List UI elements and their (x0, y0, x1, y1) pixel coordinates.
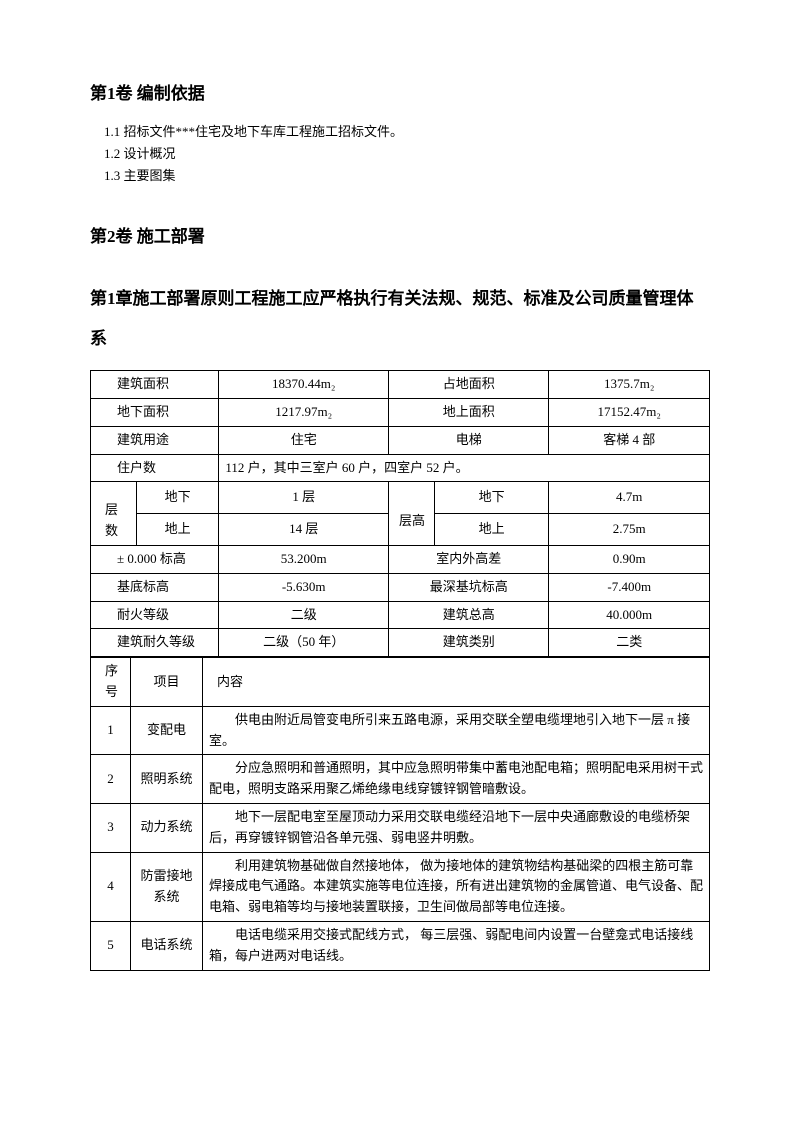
cell-label: 地上 (136, 514, 219, 546)
cell-value: -7.400m (549, 573, 710, 601)
cell-label: 层数 (91, 482, 137, 546)
cell-label: 地上 (434, 514, 549, 546)
cell-value: 客梯 4 部 (549, 426, 710, 454)
cell-label: 电梯 (389, 426, 549, 454)
cell-label: 室内外高差 (389, 546, 549, 574)
cell-item: 变配电 (131, 706, 203, 755)
cell-item: 动力系统 (131, 804, 203, 853)
volume2-title: 第2卷 施工部署 (90, 223, 710, 250)
list-item: 1.2 设计概况 (104, 143, 710, 165)
cell-seq: 4 (91, 852, 131, 921)
cell-label: 层高 (389, 482, 435, 546)
cell-label: 地下 (136, 482, 219, 514)
cell-label: 占地面积 (389, 371, 549, 399)
cell-value: 二级（50 年） (219, 629, 389, 657)
table-row: 层数 地下 1 层 层高 地下 4.7m (91, 482, 710, 514)
table-header-row: 序号 项目 内容 (91, 658, 710, 707)
cell-value: 17152.47m₂ (549, 399, 710, 427)
chapter1-title: 第1章施工部署原则工程施工应严格执行有关法规、规范、标准及公司质量管理体系 (90, 279, 710, 361)
cell-value: 14 层 (219, 514, 389, 546)
cell-value: 二类 (549, 629, 710, 657)
header-seq: 序号 (91, 658, 131, 707)
cell-label: 耐火等级 (91, 601, 219, 629)
cell-content: 电话电缆采用交接式配线方式， 每三层强、弱配电间内设置一台壁龛式电话接线箱，每户… (203, 921, 710, 970)
table-row: 1 变配电 供电由附近局管变电所引来五路电源，采用交联全塑电缆埋地引入地下一层 … (91, 706, 710, 755)
list-item: 1.3 主要图集 (104, 165, 710, 187)
cell-value: 4.7m (549, 482, 710, 514)
cell-seq: 1 (91, 706, 131, 755)
cell-value: 1375.7m₂ (549, 371, 710, 399)
cell-value: 0.90m (549, 546, 710, 574)
cell-label: 建筑类别 (389, 629, 549, 657)
cell-value: 二级 (219, 601, 389, 629)
table-row: 基底标高 -5.630m 最深基坑标高 -7.400m (91, 573, 710, 601)
cell-item: 电话系统 (131, 921, 203, 970)
cell-item: 照明系统 (131, 755, 203, 804)
cell-value: 18370.44m₂ (219, 371, 389, 399)
cell-label: 住户数 (91, 454, 219, 482)
cell-value: 2.75m (549, 514, 710, 546)
cell-label: 地下面积 (91, 399, 219, 427)
building-properties-table: 建筑面积 18370.44m₂ 占地面积 1375.7m₂ 地下面积 1217.… (90, 370, 710, 657)
systems-table: 序号 项目 内容 1 变配电 供电由附近局管变电所引来五路电源，采用交联全塑电缆… (90, 657, 710, 970)
cell-value: 住宅 (219, 426, 389, 454)
cell-value: 1217.97m₂ (219, 399, 389, 427)
cell-label: 建筑耐久等级 (91, 629, 219, 657)
list-item: 1.1 招标文件***住宅及地下车库工程施工招标文件。 (104, 121, 710, 143)
cell-value: -5.630m (219, 573, 389, 601)
cell-seq: 3 (91, 804, 131, 853)
cell-label: 地上面积 (389, 399, 549, 427)
cell-label: 建筑总高 (389, 601, 549, 629)
table-row: 住户数 112 户，其中三室户 60 户，四室户 52 户。 (91, 454, 710, 482)
table-row: 5 电话系统 电话电缆采用交接式配线方式， 每三层强、弱配电间内设置一台壁龛式电… (91, 921, 710, 970)
cell-seq: 5 (91, 921, 131, 970)
header-content: 内容 (203, 658, 710, 707)
cell-label: 最深基坑标高 (389, 573, 549, 601)
table-row: 2 照明系统 分应急照明和普通照明，其中应急照明带集中蓄电池配电箱；照明配电采用… (91, 755, 710, 804)
volume1-title: 第1卷 编制依据 (90, 80, 710, 107)
cell-seq: 2 (91, 755, 131, 804)
table-row: 建筑耐久等级 二级（50 年） 建筑类别 二类 (91, 629, 710, 657)
cell-value: 40.000m (549, 601, 710, 629)
cell-content: 供电由附近局管变电所引来五路电源，采用交联全塑电缆埋地引入地下一层 π 接室。 (203, 706, 710, 755)
table-row: 3 动力系统 地下一层配电室至屋顶动力采用交联电缆经沿地下一层中央通廊敷设的电缆… (91, 804, 710, 853)
cell-label: 基底标高 (91, 573, 219, 601)
cell-label: 建筑用途 (91, 426, 219, 454)
cell-value: 1 层 (219, 482, 389, 514)
table-row: 建筑面积 18370.44m₂ 占地面积 1375.7m₂ (91, 371, 710, 399)
cell-item: 防雷接地系统 (131, 852, 203, 921)
table-row: 建筑用途 住宅 电梯 客梯 4 部 (91, 426, 710, 454)
cell-value: 53.200m (219, 546, 389, 574)
cell-label: 地下 (434, 482, 549, 514)
cell-label: ± 0.000 标高 (91, 546, 219, 574)
table-row: 耐火等级 二级 建筑总高 40.000m (91, 601, 710, 629)
header-item: 项目 (131, 658, 203, 707)
cell-content: 利用建筑物基础做自然接地体， 做为接地体的建筑物结构基础梁的四根主筋可靠焊接成电… (203, 852, 710, 921)
cell-content: 分应急照明和普通照明，其中应急照明带集中蓄电池配电箱；照明配电采用树干式配电，照… (203, 755, 710, 804)
cell-value: 112 户，其中三室户 60 户，四室户 52 户。 (219, 454, 710, 482)
cell-label: 建筑面积 (91, 371, 219, 399)
volume1-list: 1.1 招标文件***住宅及地下车库工程施工招标文件。 1.2 设计概况 1.3… (104, 121, 710, 187)
cell-content: 地下一层配电室至屋顶动力采用交联电缆经沿地下一层中央通廊敷设的电缆桥架后，再穿镀… (203, 804, 710, 853)
table-row: ± 0.000 标高 53.200m 室内外高差 0.90m (91, 546, 710, 574)
table-row: 4 防雷接地系统 利用建筑物基础做自然接地体， 做为接地体的建筑物结构基础梁的四… (91, 852, 710, 921)
table-row: 地下面积 1217.97m₂ 地上面积 17152.47m₂ (91, 399, 710, 427)
